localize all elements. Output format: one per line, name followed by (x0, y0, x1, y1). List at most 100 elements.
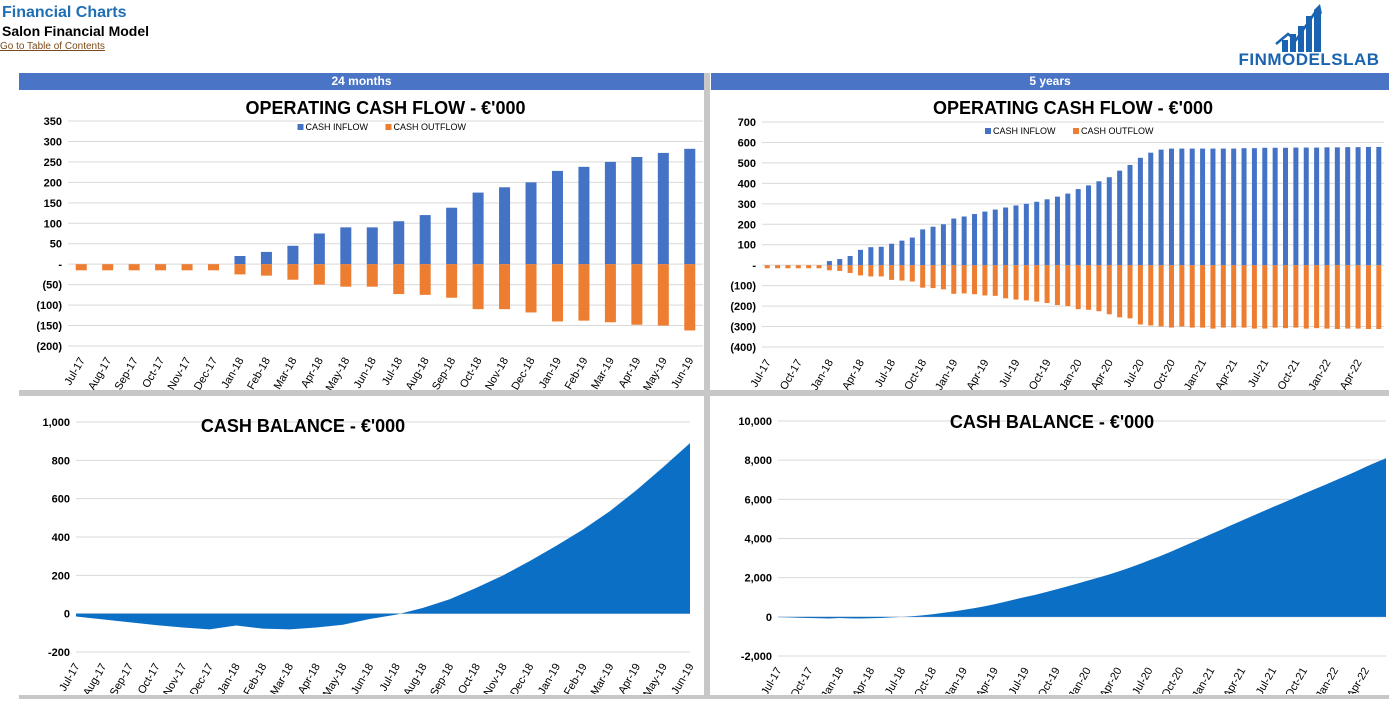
x-tick-label: Jun-19 (669, 662, 696, 695)
x-tick-label: Jan-18 (216, 662, 243, 695)
x-tick-label: Oct-20 (1151, 358, 1178, 391)
bar-cash-inflow (1334, 147, 1340, 266)
bar-cash-outflow (920, 265, 926, 288)
x-tick-label: Feb-19 (562, 662, 590, 695)
bar-cash-inflow (920, 229, 926, 266)
y-tick-label: 300 (738, 199, 756, 211)
bar-cash-inflow (930, 226, 936, 266)
bar-cash-outflow (631, 264, 643, 325)
bar-cash-inflow (972, 214, 978, 266)
x-tick-label: Apr-19 (965, 358, 992, 391)
x-tick-label: Oct-19 (1027, 358, 1054, 391)
y-tick-label: 150 (44, 198, 62, 210)
bar-cash-inflow (260, 251, 272, 265)
bar-cash-outflow (604, 264, 616, 323)
x-tick-label: Oct-19 (1036, 666, 1063, 695)
bar-cash-inflow (525, 182, 537, 265)
y-tick-label: 250 (44, 157, 62, 169)
bar-cash-inflow (1231, 148, 1237, 266)
x-tick-label: Oct-18 (912, 666, 939, 695)
y-tick-label: 50 (50, 239, 62, 251)
bar-cash-outflow (684, 264, 696, 331)
x-tick-label: Oct-18 (902, 358, 929, 391)
bar-cash-outflow (1023, 265, 1029, 301)
x-tick-label: Nov-18 (482, 662, 510, 695)
bar-cash-outflow (1334, 265, 1340, 329)
bar-cash-inflow (1376, 146, 1382, 266)
y-tick-label: -2,000 (741, 651, 772, 663)
x-tick-label: Jul-21 (1246, 358, 1271, 390)
bar-cash-outflow (1137, 265, 1143, 325)
bar-cash-outflow (1355, 265, 1361, 329)
bar-cash-inflow (1096, 181, 1102, 266)
bar-cash-inflow (826, 261, 832, 266)
x-tick-label: May-19 (641, 662, 670, 695)
y-tick-label: 100 (44, 218, 62, 230)
bar-cash-outflow (1293, 265, 1299, 328)
bar-cash-outflow (260, 264, 272, 276)
x-tick-label: Apr-18 (299, 356, 326, 391)
bar-cash-inflow (1272, 147, 1278, 266)
bar-cash-inflow (1355, 147, 1361, 266)
x-tick-label: Aug-17 (81, 662, 109, 695)
bar-cash-inflow (1241, 148, 1247, 266)
x-tick-label: Oct-17 (140, 356, 167, 391)
x-tick-label: Aug-18 (404, 356, 432, 391)
y-tick-label: (400) (730, 342, 756, 354)
bar-cash-inflow (631, 157, 643, 265)
x-tick-label: Jul-20 (1130, 666, 1155, 695)
bar-cash-outflow (287, 264, 299, 280)
y-tick-label: (150) (36, 321, 62, 333)
bar-cash-outflow (128, 264, 140, 271)
bar-cash-outflow (1365, 265, 1371, 329)
x-tick-label: Jan-22 (1306, 358, 1333, 391)
bar-cash-inflow (1137, 157, 1143, 266)
operating-cash-flow-24-months-chart: (200) (150) (100) (50) - 50 100 150 200 250 300 350… (0, 90, 704, 390)
bar-cash-inflow (446, 207, 458, 265)
table-of-contents-link[interactable]: Go to Table of Contents (0, 41, 105, 52)
x-tick-label: Jul-19 (1007, 666, 1032, 695)
legend-label: CASH INFLOW (993, 126, 1056, 136)
bar-cash-outflow (930, 265, 936, 289)
y-tick-label: 100 (738, 240, 756, 252)
x-tick-label: Apr-22 (1338, 358, 1365, 391)
y-tick-label: - (752, 260, 756, 272)
bar-cash-outflow (1272, 265, 1278, 328)
x-tick-label: Apr-19 (617, 356, 644, 391)
x-tick-label: Apr-19 (616, 662, 643, 695)
legend-label: CASH OUTFLOW (394, 122, 467, 132)
x-tick-label: Jul-18 (380, 356, 405, 388)
y-tick-label: 400 (738, 178, 756, 190)
x-tick-label: Oct-17 (789, 666, 816, 695)
y-tick-label: 6,000 (744, 494, 772, 506)
bar-cash-inflow (889, 243, 895, 266)
bar-cash-inflow (234, 256, 246, 265)
bar-cash-outflow (446, 264, 458, 298)
bar-cash-outflow (340, 264, 352, 287)
bar-cash-inflow (1158, 149, 1164, 266)
bar-cash-outflow (155, 264, 167, 271)
bar-cash-inflow (1106, 177, 1112, 266)
bar-cash-inflow (340, 227, 352, 265)
y-tick-label: 1,000 (42, 417, 70, 429)
chart-title: CASH BALANCE - €'000 (201, 416, 405, 436)
bar-cash-outflow (1283, 265, 1289, 329)
bar-cash-outflow (102, 264, 114, 271)
y-tick-label: 2,000 (744, 573, 772, 585)
y-tick-label: (100) (730, 281, 756, 293)
x-tick-label: Apr-21 (1213, 358, 1240, 391)
bar-cash-inflow (1189, 148, 1195, 266)
y-tick-label: 600 (738, 137, 756, 149)
x-tick-label: Apr-22 (1345, 666, 1372, 695)
logo: FINMODELSLAB (1226, 4, 1392, 70)
bar-cash-inflow (1075, 189, 1081, 266)
bar-cash-outflow (525, 264, 537, 313)
bar-cash-inflow (1003, 207, 1009, 266)
bar-cash-inflow (287, 245, 299, 265)
x-tick-label: Jul-18 (378, 662, 403, 694)
x-tick-label: Dec-18 (508, 662, 536, 695)
bar-cash-outflow (961, 265, 967, 294)
cash-balance-area (76, 443, 690, 630)
bar-cash-outflow (847, 265, 853, 273)
bar-cash-outflow (1200, 265, 1206, 328)
